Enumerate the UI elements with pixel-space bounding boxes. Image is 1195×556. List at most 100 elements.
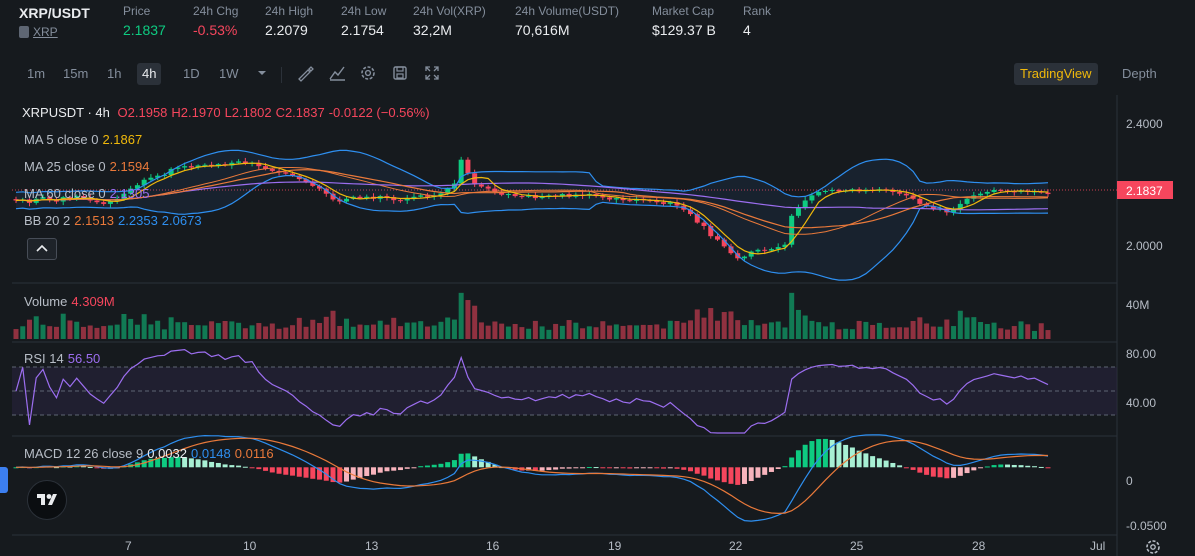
volume-bar	[816, 322, 822, 339]
macd-histogram-bar	[897, 465, 903, 468]
volume-bar	[121, 313, 127, 339]
macd-histogram-bar	[472, 456, 478, 468]
depth-tab[interactable]: Depth	[1122, 66, 1157, 81]
candle-body	[94, 200, 100, 203]
volume-bar	[323, 316, 329, 339]
save-icon[interactable]	[390, 63, 410, 83]
macd-histogram-bar	[1045, 467, 1051, 469]
candle-body	[768, 249, 774, 251]
candle-body	[290, 173, 296, 176]
macd-histogram-bar	[357, 467, 363, 478]
candle-body	[492, 188, 498, 192]
macd-histogram-bar	[809, 441, 815, 468]
volume-bar	[661, 328, 667, 339]
stat-market-cap: Market Cap $129.37 B	[652, 4, 716, 38]
chart-settings-icon[interactable]	[1146, 540, 1160, 554]
macd-histogram-bar	[634, 467, 640, 469]
volume-bar	[998, 328, 1004, 339]
coin-link[interactable]: XRP	[33, 25, 58, 39]
side-panel-toggle[interactable]	[0, 467, 8, 493]
macd-histogram-bar	[688, 467, 694, 472]
macd-histogram-bar	[870, 456, 876, 468]
candle-body	[141, 179, 147, 186]
volume-bar	[512, 324, 518, 339]
volume-bar	[465, 300, 471, 339]
pair-symbol[interactable]: XRP/USDT	[19, 5, 90, 21]
volume-bar	[741, 325, 747, 339]
candle-body	[269, 168, 275, 171]
dropdown-icon[interactable]	[252, 63, 272, 83]
volume-bar	[40, 324, 46, 339]
candle-body	[121, 193, 127, 199]
macd-histogram-bar	[182, 457, 188, 468]
volume-bar	[128, 318, 134, 339]
volume-bar	[202, 325, 208, 339]
macd-histogram-bar	[303, 467, 309, 478]
candle-body	[600, 196, 606, 198]
timeframe-15m[interactable]: 15m	[63, 66, 89, 81]
draw-icon[interactable]	[295, 63, 315, 83]
timeframe-1m[interactable]: 1m	[27, 66, 46, 81]
volume-bar	[377, 320, 383, 339]
macd-histogram-bar	[849, 447, 855, 468]
macd-histogram-bar	[863, 453, 869, 468]
volume-bar	[53, 326, 59, 339]
candle-body	[809, 195, 815, 201]
collapse-legend-button[interactable]	[27, 238, 57, 260]
volume-bar	[714, 320, 720, 339]
timeframe-4h[interactable]: 4h	[137, 63, 162, 85]
volume-bar	[647, 325, 653, 339]
toolbar-divider	[281, 67, 282, 83]
candle-body	[930, 206, 936, 209]
macd-histogram-bar	[971, 467, 977, 471]
volume-bar	[539, 326, 545, 339]
macd-histogram-bar	[283, 467, 289, 475]
macd-histogram-bar	[600, 467, 606, 469]
volume-bar	[708, 308, 714, 339]
volume-bar	[168, 317, 174, 339]
candle-body	[364, 196, 370, 199]
macd-histogram-bar	[492, 464, 498, 468]
volume-bar	[26, 319, 32, 339]
volume-bar	[694, 309, 700, 339]
macd-histogram-bar	[876, 458, 882, 468]
macd-histogram-bar	[661, 467, 667, 469]
fullscreen-icon[interactable]	[422, 63, 442, 83]
timeframe-1h[interactable]: 1h	[107, 66, 122, 81]
candle-body	[317, 185, 323, 189]
candle-body	[168, 168, 174, 175]
bb-upper-line	[15, 149, 1049, 198]
volume-bar	[1038, 323, 1044, 339]
macd-histogram-bar	[370, 467, 376, 475]
candle-body	[822, 190, 828, 192]
chart-container: 1m 15m 1h 4h 1D 1W TradingView Depth	[0, 55, 1195, 556]
macd-histogram-bar	[944, 467, 950, 479]
volume-bar	[195, 325, 201, 339]
timeframe-1w[interactable]: 1W	[219, 66, 239, 81]
volume-bar	[472, 305, 478, 339]
settings-icon[interactable]	[358, 63, 378, 83]
volume-bar	[634, 325, 640, 339]
date-tick-28: 28	[972, 539, 986, 553]
indicator-icon[interactable]	[327, 63, 347, 83]
candle-body	[263, 166, 269, 169]
candle-body	[175, 167, 181, 169]
volume-bar	[249, 325, 255, 339]
candle-body	[526, 195, 532, 197]
macd-histogram-bar	[526, 467, 532, 471]
candle-body	[67, 197, 73, 199]
macd-legend: MACD 12 26 close 9 0.0032 0.0148 0.0116	[24, 446, 274, 461]
tradingview-tab[interactable]: TradingView	[1014, 63, 1098, 85]
volume-bar	[424, 326, 430, 339]
macd-histogram-bar	[1025, 465, 1031, 468]
volume-bar	[937, 326, 943, 339]
volume-bar	[721, 312, 727, 339]
volume-bar	[863, 321, 869, 339]
timeframe-1d[interactable]: 1D	[183, 66, 200, 81]
candle-body	[424, 195, 430, 197]
candlestick-chart[interactable]: 2.4000 2.0000 2.1837 40M 80.00 40.00 0 -…	[0, 95, 1195, 556]
candle-body	[80, 196, 86, 199]
candle-body	[458, 159, 464, 184]
candle-body	[101, 202, 107, 204]
macd-histogram-bar	[694, 467, 700, 474]
